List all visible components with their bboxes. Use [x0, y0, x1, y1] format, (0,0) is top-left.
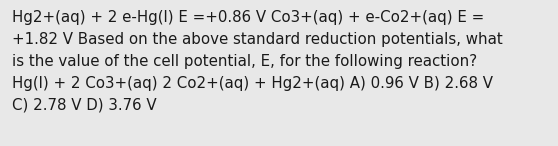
Text: C) 2.78 V D) 3.76 V: C) 2.78 V D) 3.76 V	[12, 98, 157, 113]
Text: Hg(l) + 2 Co3+(aq) 2 Co2+(aq) + Hg2+(aq) A) 0.96 V B) 2.68 V: Hg(l) + 2 Co3+(aq) 2 Co2+(aq) + Hg2+(aq)…	[12, 76, 493, 91]
Text: is the value of the cell potential, E, for the following reaction?: is the value of the cell potential, E, f…	[12, 54, 477, 69]
Text: Hg2+(aq) + 2 e-Hg(l) E =+0.86 V Co3+(aq) + e-Co2+(aq) E =: Hg2+(aq) + 2 e-Hg(l) E =+0.86 V Co3+(aq)…	[12, 10, 484, 25]
Text: +1.82 V Based on the above standard reduction potentials, what: +1.82 V Based on the above standard redu…	[12, 32, 503, 47]
